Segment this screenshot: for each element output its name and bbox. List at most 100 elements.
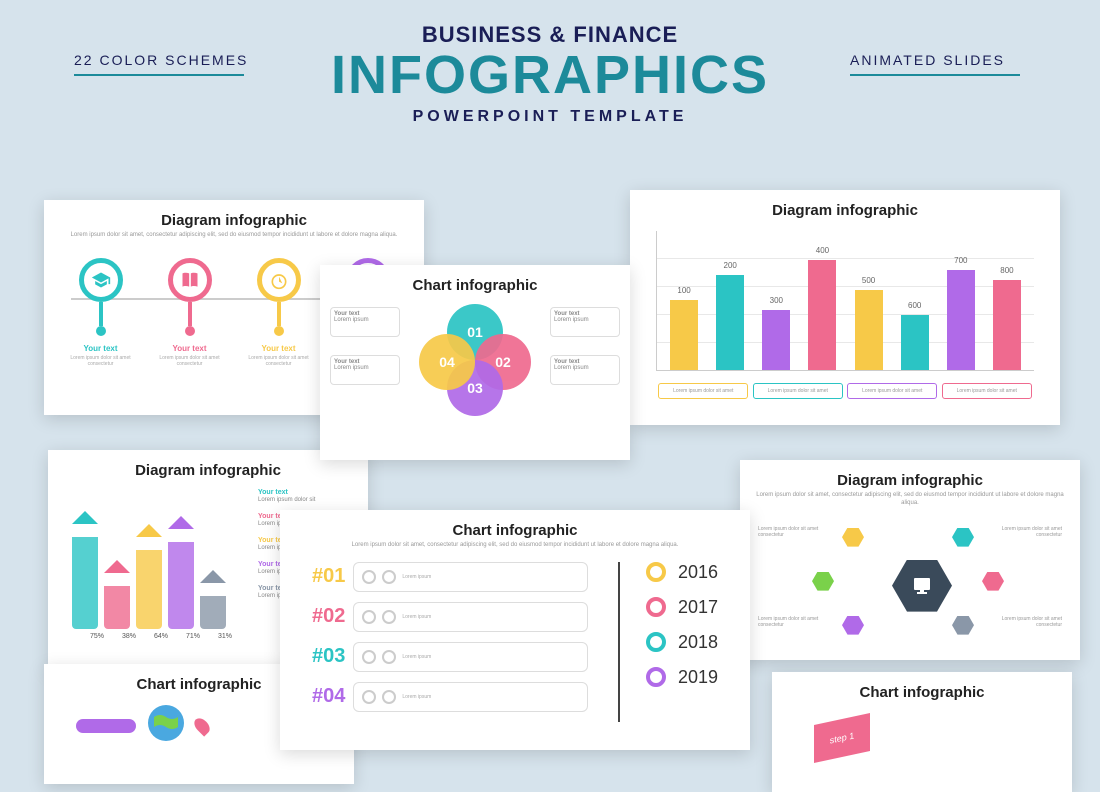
year-item: 2017 (646, 597, 718, 618)
hex-diagram: Lorem ipsum dolor sit amet consectetur L… (752, 516, 1068, 656)
chart-bar: 800 (993, 280, 1021, 370)
legend-box: Lorem ipsum dolor sit amet (658, 383, 748, 399)
arrow-bar (168, 529, 194, 629)
card-title: Diagram infographic (60, 462, 356, 479)
subtitle: POWERPOINT TEMPLATE (0, 108, 1100, 126)
hex-label: Lorem ipsum dolor sit amet consectetur (758, 616, 828, 628)
card-title: Diagram infographic (56, 212, 412, 229)
legend-row: Lorem ipsum dolor sit ametLorem ipsum do… (642, 383, 1048, 399)
step-block: step 1 (814, 713, 870, 763)
item-pill: Lorem ipsum (353, 642, 588, 672)
stopwatch-icon (257, 258, 301, 302)
hex-label: Lorem ipsum dolor sit amet consectetur (992, 526, 1062, 538)
list-item: #02 Lorem ipsum (312, 602, 588, 632)
percent-label: 38% (116, 633, 142, 640)
percent-row: 75% 38% 64% 71% 31% (72, 633, 238, 640)
card-lorem: Lorem ipsum dolor sit amet, consectetur … (56, 232, 412, 240)
text-box: Your textLorem ipsum (330, 307, 400, 337)
number-column: #01 Lorem ipsum #02 Lorem ipsum #03 Lorem ips… (312, 562, 588, 722)
card-title: Chart infographic (292, 522, 738, 539)
chart-bar: 200 (716, 275, 744, 370)
hex-node-icon (952, 528, 974, 547)
percent-label: 75% (84, 633, 110, 640)
text-box: Your textLorem ipsum (550, 307, 620, 337)
percent-label: 71% (180, 633, 206, 640)
globe-icon (146, 703, 186, 748)
arrow-bar (136, 537, 162, 629)
year-ring-icon (646, 632, 666, 652)
hex-node-icon (952, 616, 974, 635)
hex-center-icon (892, 560, 952, 612)
year-label: 2018 (678, 632, 718, 653)
card-title: Diagram infographic (642, 202, 1048, 219)
venn-circle: 04 (419, 334, 475, 390)
card-lorem: Lorem ipsum dolor sit amet, consectetur … (292, 542, 738, 550)
year-item: 2018 (646, 632, 718, 653)
year-label: 2016 (678, 562, 718, 583)
arrow-bars (72, 489, 238, 629)
hex-node-icon (812, 572, 834, 591)
chart-bar: 600 (901, 315, 929, 370)
item-number: #02 (312, 605, 345, 628)
legend-box: Lorem ipsum dolor sit amet (753, 383, 843, 399)
x-label: 700 (954, 256, 967, 265)
x-label: 300 (770, 296, 783, 305)
card-title: Diagram infographic (752, 472, 1068, 489)
x-label: 200 (724, 261, 737, 270)
book-icon (168, 258, 212, 302)
item-number: #04 (312, 685, 345, 708)
slide-venn: Chart infographic Your textLorem ipsum Y… (320, 265, 630, 460)
slide-numbered-years: Chart infographic Lorem ipsum dolor sit … (280, 510, 750, 750)
year-item: 2016 (646, 562, 718, 583)
year-label: 2017 (678, 597, 718, 618)
chart-bar: 300 (762, 310, 790, 370)
item-pill: Lorem ipsum (353, 602, 588, 632)
pin-caption: Your textLorem ipsum dolor sit amet cons… (61, 344, 141, 367)
x-label: 100 (677, 286, 690, 295)
item-pill: Lorem ipsum (353, 682, 588, 712)
slide-hex-network: Diagram infographic Lorem ipsum dolor si… (740, 460, 1080, 660)
timeline-pin (168, 258, 212, 336)
badge-color-schemes: 22 COLOR SCHEMES (74, 52, 248, 76)
legend-box: Lorem ipsum dolor sit amet (847, 383, 937, 399)
year-column: 2016 2017 2018 2019 (618, 562, 718, 722)
arrow-bar (200, 583, 226, 629)
x-label: 500 (862, 276, 875, 285)
arrow-bar (104, 573, 130, 629)
text-box: Your textLorem ipsum (550, 355, 620, 385)
year-ring-icon (646, 562, 666, 582)
card-title: Chart infographic (784, 684, 1060, 701)
x-label: 400 (816, 246, 829, 255)
progress-bar (76, 719, 136, 733)
year-ring-icon (646, 667, 666, 687)
slide-partial-steps: Chart infographic step 1 (772, 672, 1072, 792)
hex-node-icon (842, 528, 864, 547)
item-number: #01 (312, 565, 345, 588)
year-label: 2019 (678, 667, 718, 688)
year-item: 2019 (646, 667, 718, 688)
venn-diagram: 01020304 (415, 304, 535, 414)
item-number: #03 (312, 645, 345, 668)
x-label: 600 (908, 301, 921, 310)
chart-bar: 700 (947, 270, 975, 370)
timeline-pin (79, 258, 123, 336)
arrow-bar (72, 524, 98, 629)
slide-bar-chart: Diagram infographic 100 200 300 400 500 600 70… (630, 190, 1060, 425)
hex-node-icon (982, 572, 1004, 591)
legend-item: Your textLorem ipsum dolor sit (258, 489, 344, 503)
year-ring-icon (646, 597, 666, 617)
percent-label: 31% (212, 633, 238, 640)
pin-caption: Your textLorem ipsum dolor sit amet cons… (239, 344, 319, 367)
text-box: Your textLorem ipsum (330, 355, 400, 385)
percent-label: 64% (148, 633, 174, 640)
card-title: Chart infographic (332, 277, 618, 294)
chart-bar: 500 (855, 290, 883, 370)
list-item: #04 Lorem ipsum (312, 682, 588, 712)
chart-bar: 400 (808, 260, 836, 370)
x-label: 800 (1000, 266, 1013, 275)
hex-label: Lorem ipsum dolor sit amet consectetur (758, 526, 828, 538)
badge-animated: ANIMATED SLIDES (850, 52, 1020, 76)
hex-node-icon (842, 616, 864, 635)
bar-chart: 100 200 300 400 500 600 700 800 (656, 231, 1034, 371)
pin-caption: Your textLorem ipsum dolor sit amet cons… (150, 344, 230, 367)
